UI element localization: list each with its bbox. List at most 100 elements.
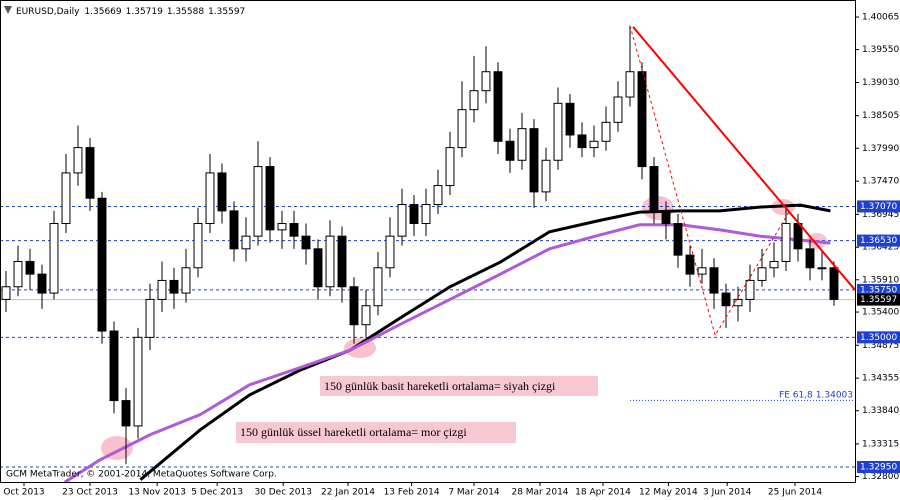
level-label: 1.35750	[860, 285, 897, 295]
level-label: 1.36530	[860, 236, 897, 246]
y-tick-label: 1.32800	[862, 472, 899, 482]
candle-body	[793, 223, 803, 250]
candle-body	[61, 172, 71, 225]
plot-border	[0, 0, 856, 483]
candle-body	[445, 147, 455, 187]
candle-body	[73, 147, 83, 174]
y-tick-label: 1.40065	[862, 13, 899, 23]
candle-body	[397, 204, 407, 237]
candle-body	[733, 298, 743, 307]
candle-body	[589, 140, 599, 149]
x-tick-label: 7 Mar 2014	[448, 488, 500, 498]
y-tick-label: 1.37990	[862, 144, 899, 154]
candle-body	[1, 286, 11, 300]
moving-average	[63, 223, 831, 484]
y-tick-label: 1.35910	[862, 275, 899, 285]
candle-body	[769, 260, 779, 269]
last-price-label: 1.35597	[860, 295, 897, 305]
candle-body	[421, 204, 431, 225]
candle-body	[637, 71, 647, 168]
candle-body	[469, 90, 479, 111]
x-tick-label: 28 Mar 2014	[511, 488, 568, 498]
candle-body	[121, 400, 131, 427]
level-label: 1.37070	[860, 202, 897, 212]
candle-body	[229, 210, 239, 250]
x-tick-label: 22 Jan 2014	[321, 488, 375, 498]
candle-body	[577, 134, 587, 149]
candle-body	[133, 336, 143, 427]
candle-body	[217, 172, 227, 212]
level-label-box	[857, 331, 900, 344]
candle-body	[349, 286, 359, 326]
y-tick-label: 1.33840	[862, 406, 899, 416]
trendline	[632, 26, 856, 291]
symbol: EURUSD,Daily	[16, 7, 80, 17]
header-icon	[4, 6, 12, 14]
y-tick-label: 1.34875	[862, 341, 899, 351]
candle-body	[805, 248, 815, 269]
level-label-box	[857, 200, 900, 213]
y-tick-label: 1.36945	[862, 210, 899, 220]
open-price: 1.35669	[84, 7, 121, 17]
candle-body	[673, 223, 683, 256]
y-tick-label: 1.38505	[862, 111, 899, 121]
copyright: GCM MetaTrader, © 2001-2014, MetaQuotes …	[6, 470, 277, 480]
candle-body	[277, 223, 287, 231]
fe-value: 1.34003	[816, 390, 853, 400]
annotation: 150 günlük basit hareketli ortalama= siy…	[236, 376, 598, 443]
candle-body	[289, 223, 299, 237]
candle-body	[613, 96, 623, 123]
candle-body	[829, 267, 839, 300]
candle-body	[385, 235, 395, 269]
candle-body	[529, 128, 539, 193]
level-label-box	[857, 283, 900, 296]
candle-body	[565, 102, 575, 136]
candle-body	[205, 172, 215, 225]
candle-body	[721, 292, 731, 307]
candle-body	[409, 204, 419, 225]
y-tick-label: 1.33315	[862, 439, 899, 449]
candle-body	[697, 267, 707, 275]
plot-area	[0, 25, 856, 484]
annotation-box	[236, 422, 516, 443]
moving-average	[139, 203, 831, 481]
candle-body	[661, 210, 671, 225]
candle-body	[25, 260, 35, 275]
candle-body	[433, 185, 443, 206]
candle-body	[193, 223, 203, 269]
x-tick-label: 5 Dec 2013	[191, 488, 243, 498]
y-tick-label: 1.39550	[862, 45, 899, 55]
candle-body	[337, 235, 347, 288]
candle-body	[97, 197, 107, 332]
x-tick-label: 12 May 2014	[639, 488, 698, 498]
candle-body	[817, 267, 827, 270]
candle-body	[781, 223, 791, 262]
x-tick-label: 13 Feb 2014	[384, 488, 440, 498]
candle-body	[361, 305, 371, 326]
fe-text: FE 61,8	[779, 390, 813, 400]
level-label-box	[857, 234, 900, 247]
candle-body	[313, 248, 323, 288]
candle-body	[265, 166, 275, 231]
candle-body	[517, 128, 527, 161]
candle-body	[241, 235, 251, 250]
candle-body	[745, 279, 755, 300]
x-tick-label: 25 Jun 2014	[768, 488, 822, 498]
candle-body	[301, 235, 311, 250]
candle-body	[481, 71, 491, 92]
candle-body	[49, 223, 59, 294]
candle-body	[601, 121, 611, 142]
y-tick-label: 1.39030	[862, 78, 899, 88]
annotation-text: 150 günlük üssel hareketli ortalama= mor…	[240, 425, 467, 439]
candle-body	[373, 267, 383, 307]
low-price: 1.35588	[167, 7, 204, 17]
y-tick-label: 1.34355	[862, 374, 899, 384]
candle-body	[325, 235, 335, 288]
candle-body	[709, 267, 719, 294]
candle-body	[109, 330, 119, 402]
fe-label: FE 61,8 1.34003	[779, 390, 853, 400]
candle-body	[169, 279, 179, 294]
candle-body	[457, 109, 467, 149]
